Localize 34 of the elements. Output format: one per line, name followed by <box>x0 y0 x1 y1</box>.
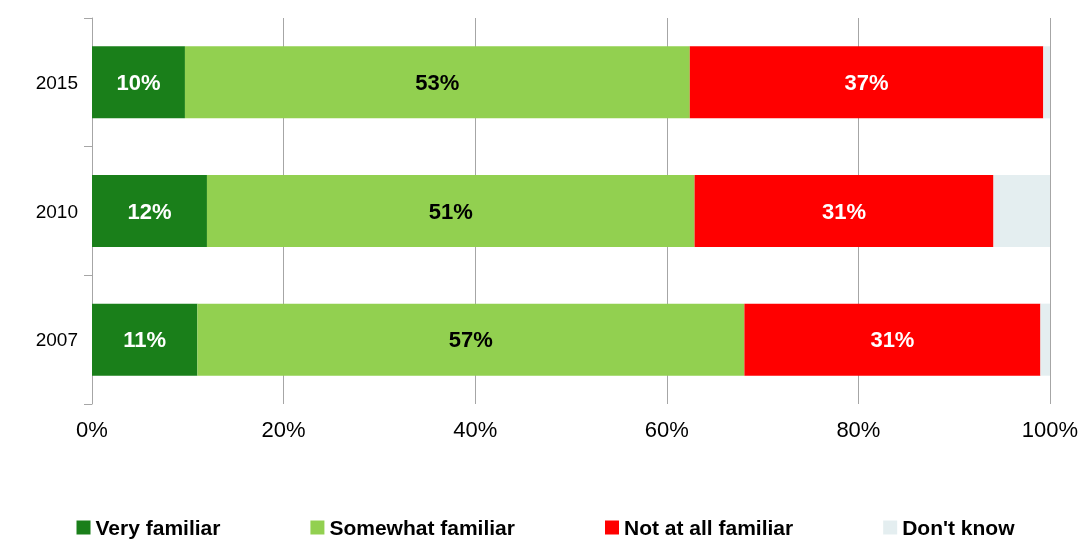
data-label: 10% <box>116 69 161 95</box>
x-tick-label: 60% <box>644 416 689 442</box>
bar <box>1040 303 1050 376</box>
y-tick-label: 2015 <box>35 71 78 93</box>
x-tick-label: 20% <box>261 416 306 442</box>
data-label: 37% <box>844 69 889 95</box>
bar <box>694 174 994 248</box>
data-label: 11% <box>123 327 167 353</box>
y-tick-label: 2010 <box>35 200 78 222</box>
bar <box>689 46 1044 119</box>
data-label: 53% <box>415 69 460 95</box>
legend-label: Don't know <box>902 516 1016 539</box>
data-label: 31% <box>870 327 915 353</box>
data-label: 51% <box>428 198 473 224</box>
bar <box>1043 46 1050 119</box>
x-tick-label: 40% <box>453 416 498 442</box>
legend-label: Not at all familiar <box>623 516 794 539</box>
x-tick-label: 0% <box>76 416 108 442</box>
x-tick-label: 80% <box>836 416 881 442</box>
bar <box>184 46 690 119</box>
bar <box>92 303 198 376</box>
data-label: 31% <box>822 198 867 224</box>
bar <box>744 303 1041 376</box>
legend-label: Very familiar <box>95 516 221 539</box>
data-label: 57% <box>448 327 493 353</box>
x-tick-label: 100% <box>1021 416 1079 442</box>
bar <box>92 174 207 248</box>
bar <box>993 174 1050 248</box>
legend-label: Somewhat familiar <box>329 516 515 539</box>
bar <box>206 174 695 248</box>
y-tick-label: 2007 <box>35 329 78 351</box>
data-label: 12% <box>127 198 172 224</box>
bar <box>197 303 745 376</box>
bar <box>92 46 185 119</box>
